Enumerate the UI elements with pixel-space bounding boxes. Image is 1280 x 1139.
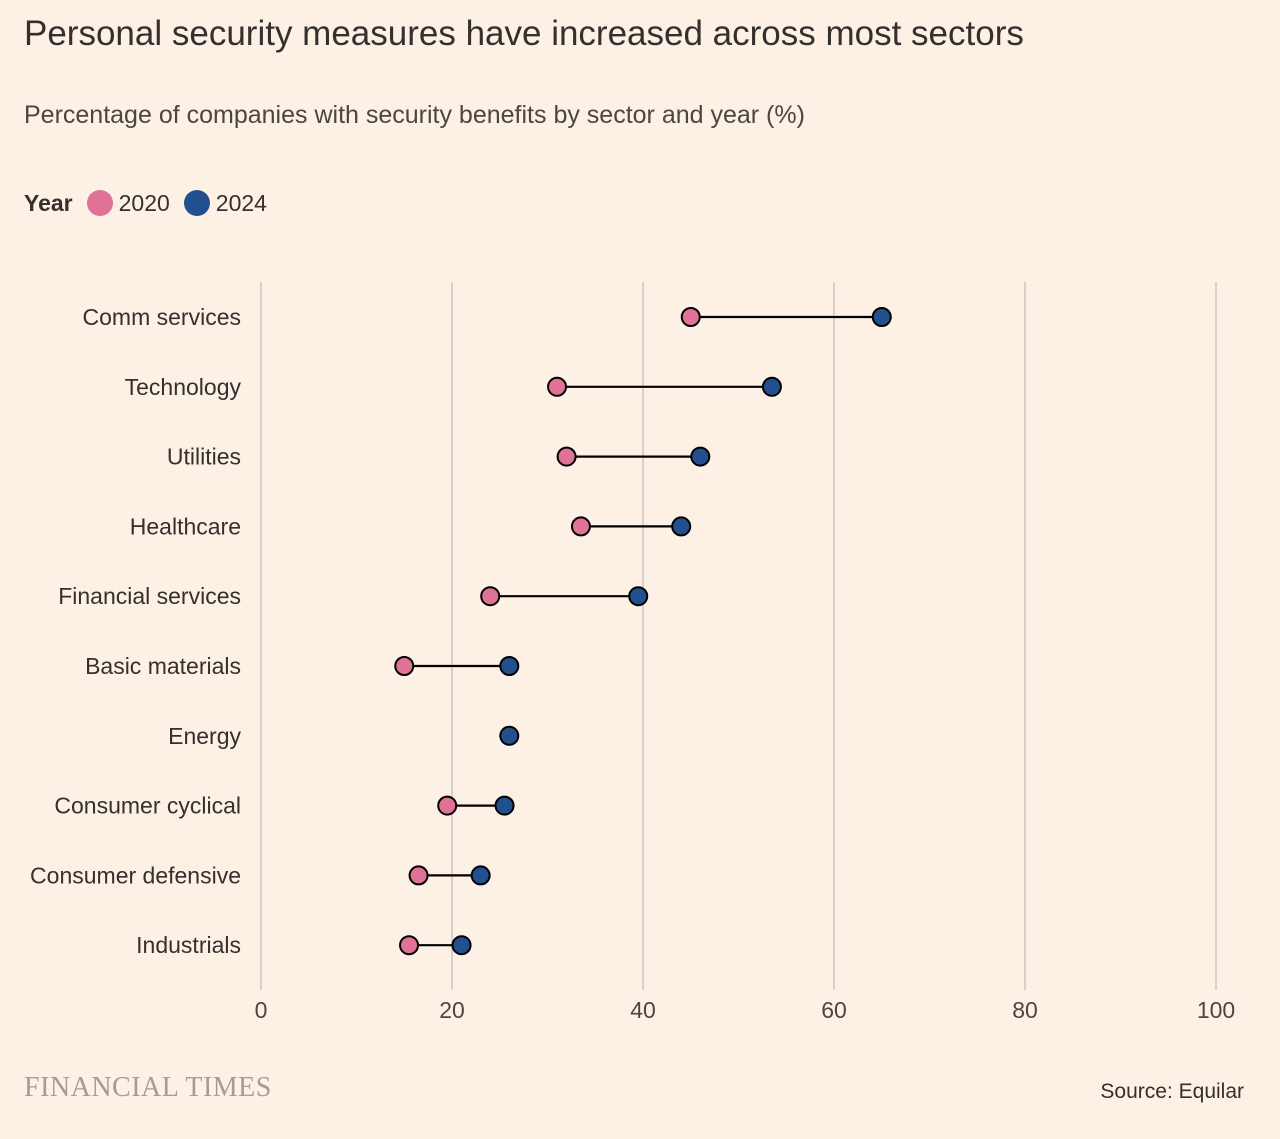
legend-label-2020: 2020 [118,189,170,216]
x-tick-label-20: 20 [439,997,465,1023]
point-2024-consumer-defensive [470,865,491,886]
legend-swatch-2024 [183,190,210,216]
category-label-financial-services: Financial services [58,583,241,609]
point-2024-technology [761,376,782,397]
x-tick-label-60: 60 [821,997,847,1023]
connectors [404,315,882,947]
point-2024-financial-services [628,586,649,607]
point-2024-industrials [451,935,472,956]
point-2020-industrials [399,935,420,956]
category-label-technology: Technology [125,374,242,400]
x-tick-label-100: 100 [1197,997,1235,1023]
point-2024-comm-services [871,307,892,327]
x-tick-label-40: 40 [630,997,656,1023]
legend-title: Year [24,189,73,216]
point-2020-technology [547,376,568,397]
legend: Year 2020 2024 [24,186,281,220]
source-note: Source: Equilar [1100,1080,1244,1103]
point-2024-consumer-cyclical [494,795,515,816]
legend-item-2020: 2020 [86,189,170,217]
brand-logo: FINANCIAL TIMES [24,1072,272,1103]
data-points [394,307,892,956]
point-2020-consumer-defensive [408,865,429,886]
legend-item-2024: 2024 [183,189,267,217]
category-label-healthcare: Healthcare [130,513,241,539]
x-tick-label-80: 80 [1012,997,1038,1023]
point-2020-financial-services [480,586,501,607]
category-label-industrials: Industrials [136,932,241,958]
point-2020-utilities [556,446,577,467]
point-2020-basic-materials [394,656,415,676]
x-tick-label-0: 0 [255,997,268,1023]
chart-subtitle: Percentage of companies with security be… [24,101,805,129]
chart-title: Personal security measures have increase… [24,14,1024,53]
legend-swatch-2020 [86,190,113,216]
category-label-utilities: Utilities [167,444,241,470]
category-labels: Comm services Technology Utilities Healthca… [30,304,241,958]
point-2024-utilities [690,446,711,467]
category-label-consumer-defensive: Consumer defensive [30,862,241,888]
point-2020-healthcare [570,516,591,537]
point-2020-comm-services [680,307,701,327]
point-2020-consumer-cyclical [437,795,458,816]
category-label-consumer-cyclical: Consumer cyclical [54,793,241,819]
gridlines [260,282,1217,990]
category-label-energy: Energy [168,723,241,749]
point-2024-basic-materials [499,656,520,676]
category-label-basic-materials: Basic materials [85,653,241,679]
point-2024-energy [499,725,520,746]
point-2024-healthcare [671,516,692,537]
x-axis-ticks: 0 20 40 60 80 100 [255,997,1236,1023]
legend-label-2024: 2024 [215,189,267,216]
category-label-comm-services: Comm services [83,304,241,330]
